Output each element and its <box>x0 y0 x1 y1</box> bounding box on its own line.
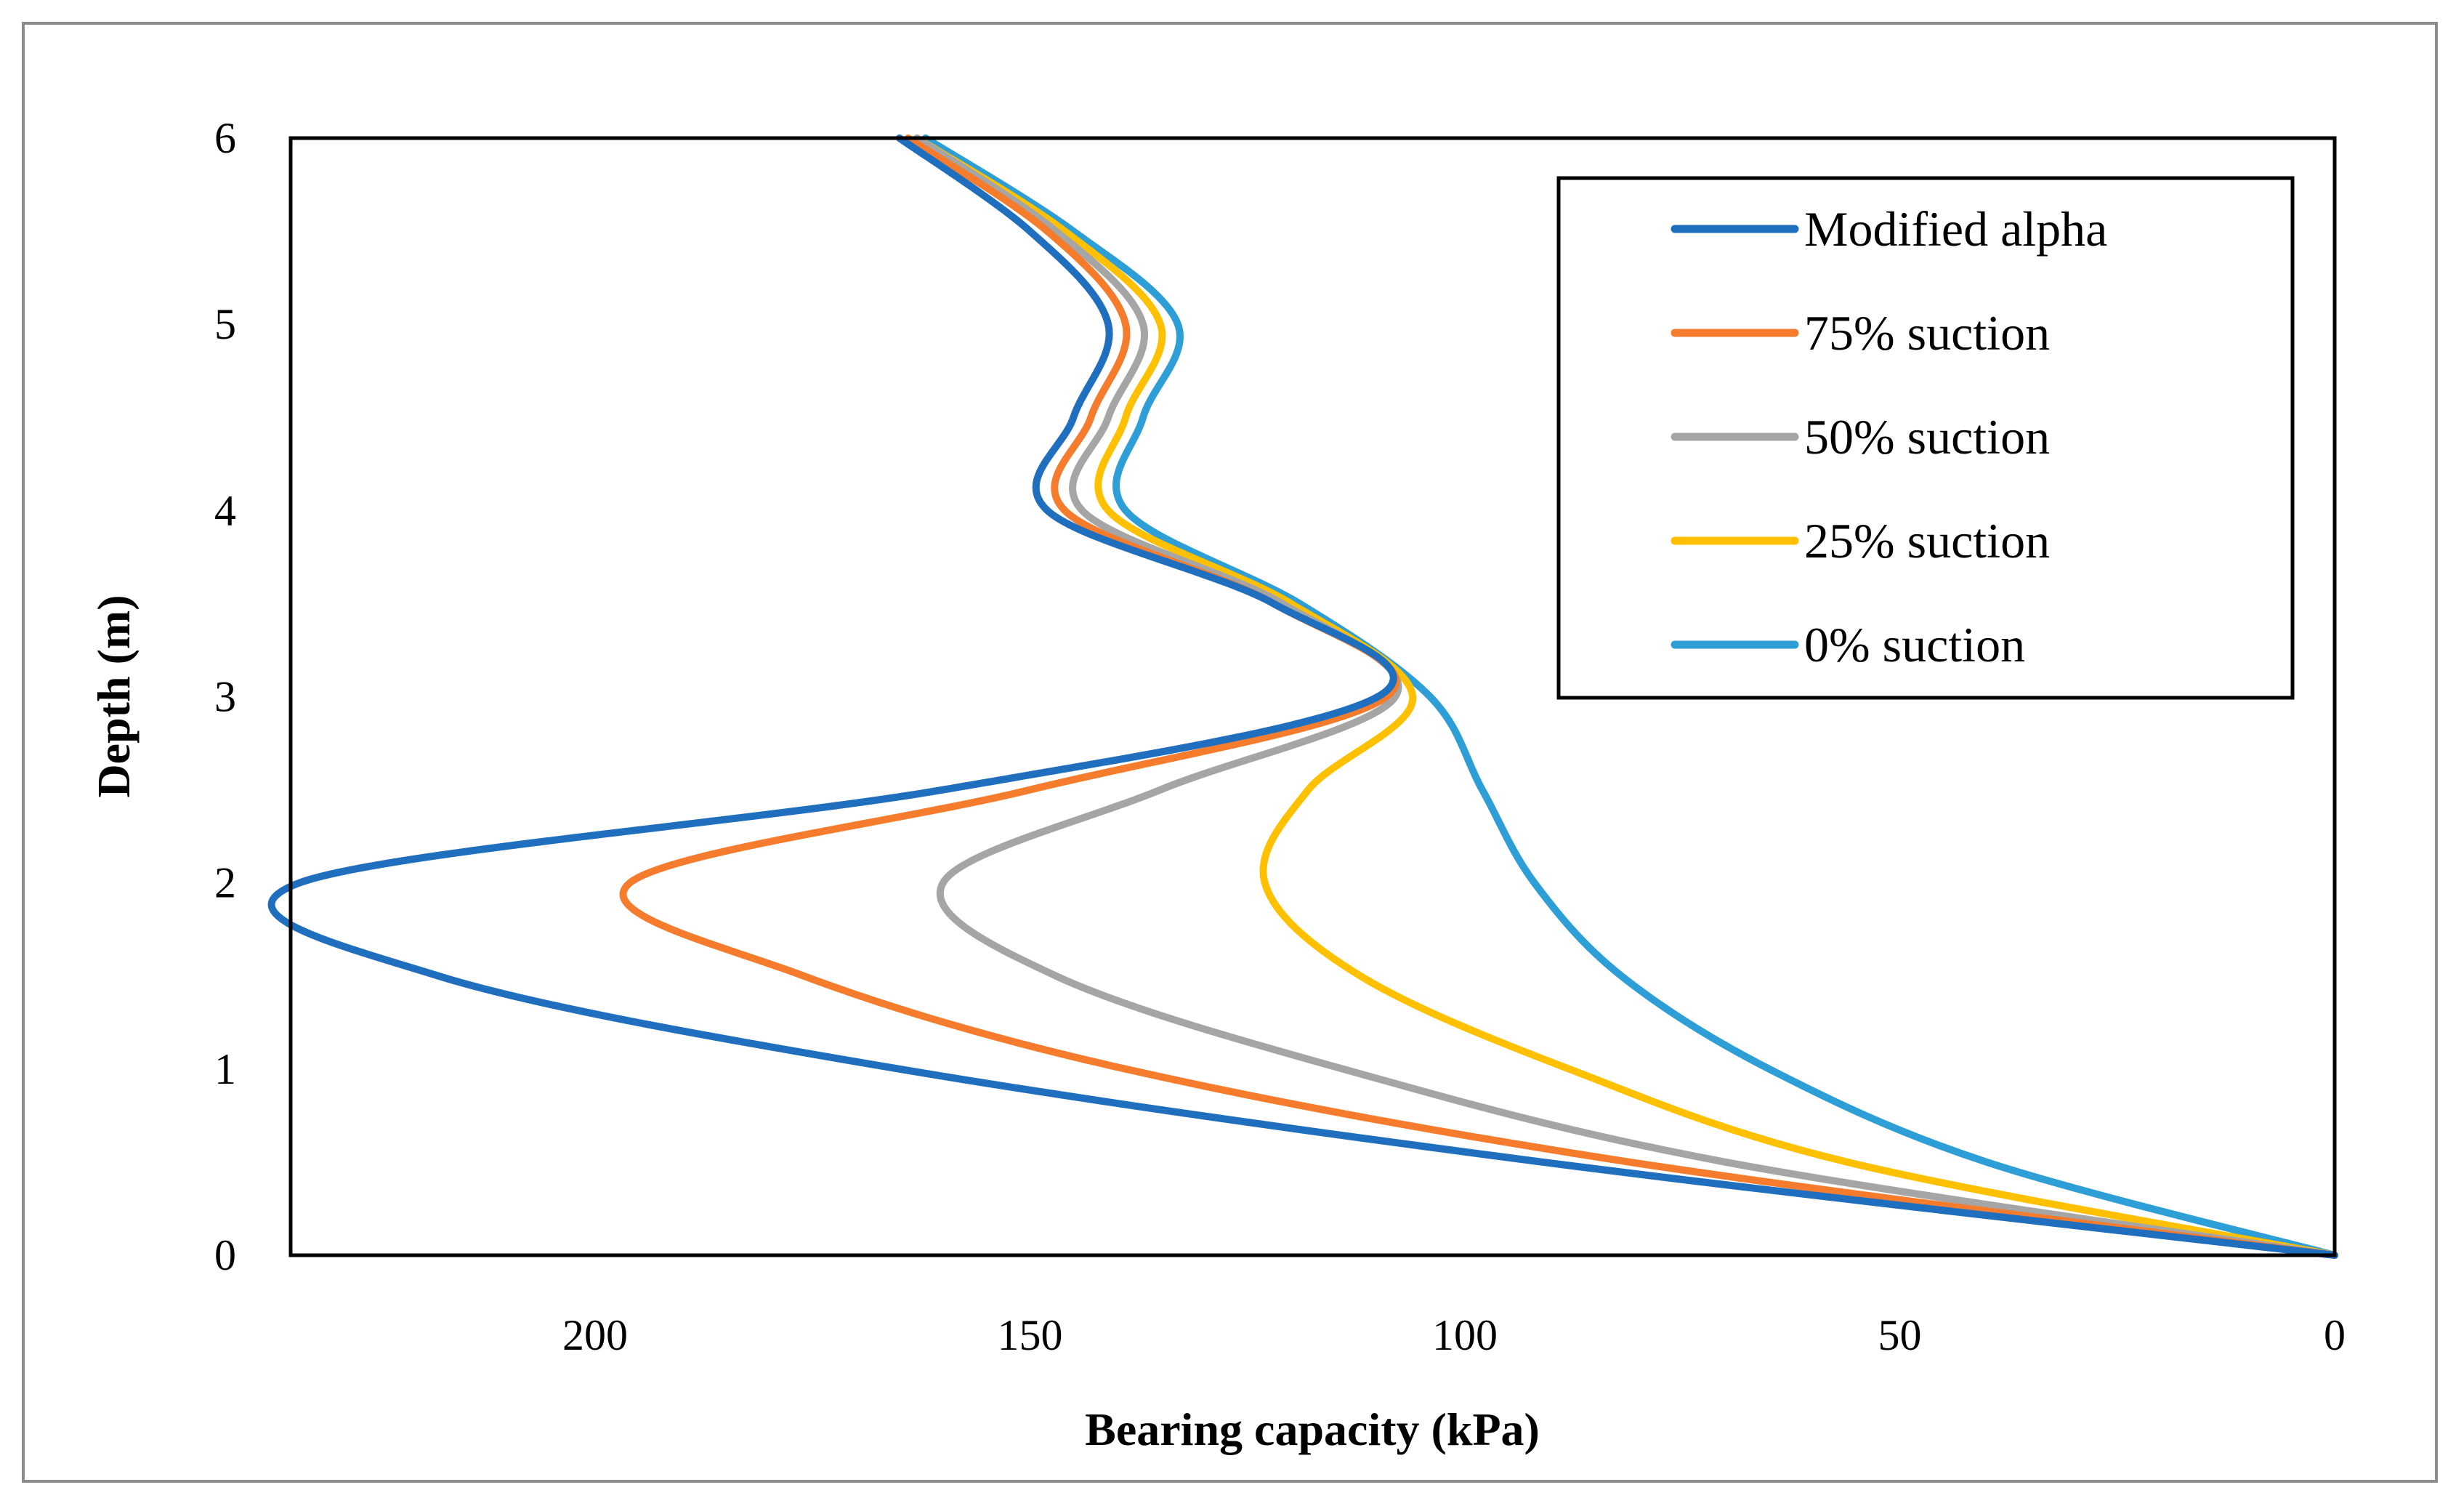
x-axis-title: Bearing capacity (kPa) <box>1085 1404 1540 1455</box>
series-line <box>913 134 2338 1259</box>
x-tick-label: 50 <box>1878 1311 1921 1359</box>
series-line <box>619 134 2338 1259</box>
y-tick-label: 0 <box>214 1231 236 1279</box>
x-axis-ticks: 200 150 100 50 0 <box>562 1311 2346 1359</box>
y-axis-title: Depth (m) <box>88 595 140 797</box>
y-axis-ticks: 0 1 2 3 4 5 6 <box>214 114 236 1279</box>
legend: Modified alpha 75% suction 50% suction 25% … <box>1556 176 2295 700</box>
x-tick-label: 200 <box>562 1311 628 1359</box>
legend-label: 25% suction <box>1804 513 2050 568</box>
legend-label: 50% suction <box>1804 409 2050 464</box>
legend-label: 0% suction <box>1804 617 2025 672</box>
y-tick-label: 1 <box>214 1045 236 1093</box>
series-line <box>267 134 2338 1259</box>
plot-area <box>288 136 2337 1257</box>
y-tick-label: 5 <box>214 300 236 348</box>
y-tick-label: 4 <box>214 486 236 534</box>
legend-label: 75% suction <box>1804 305 2050 361</box>
y-tick-label: 3 <box>214 673 236 721</box>
legend-label: Modified alpha <box>1804 201 2107 257</box>
y-tick-label: 2 <box>214 859 236 907</box>
series-line <box>921 134 2338 1259</box>
x-tick-label: 0 <box>2324 1311 2346 1359</box>
x-tick-label: 100 <box>1432 1311 1498 1359</box>
x-tick-label: 150 <box>997 1311 1062 1359</box>
series-lines <box>267 134 2338 1259</box>
y-tick-label: 6 <box>214 114 236 162</box>
series-line <box>913 134 2338 1259</box>
